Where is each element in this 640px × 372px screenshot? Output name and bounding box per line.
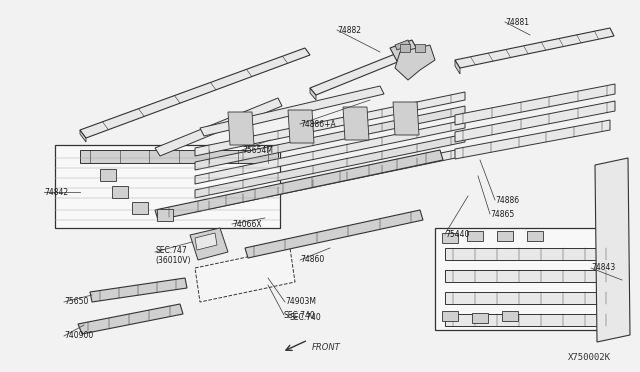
Text: 74881: 74881 — [505, 17, 529, 26]
Polygon shape — [527, 231, 543, 241]
Text: 74066X: 74066X — [232, 219, 262, 228]
Polygon shape — [395, 45, 435, 80]
Polygon shape — [442, 233, 458, 243]
Polygon shape — [132, 202, 148, 214]
Text: 74843: 74843 — [591, 263, 615, 273]
Polygon shape — [55, 145, 280, 228]
Polygon shape — [155, 150, 443, 220]
Polygon shape — [502, 311, 518, 321]
Polygon shape — [395, 40, 410, 50]
Text: 74882: 74882 — [337, 26, 361, 35]
Polygon shape — [200, 86, 384, 136]
Polygon shape — [455, 120, 610, 159]
Text: X750002K: X750002K — [568, 353, 611, 362]
Text: 75650: 75650 — [64, 298, 88, 307]
Text: SEC.740: SEC.740 — [290, 314, 322, 323]
Polygon shape — [195, 106, 465, 170]
Text: 740900: 740900 — [64, 331, 93, 340]
Polygon shape — [343, 107, 369, 140]
Text: 74886+A: 74886+A — [300, 119, 336, 128]
Polygon shape — [195, 134, 465, 198]
Polygon shape — [442, 311, 458, 321]
Polygon shape — [195, 120, 465, 184]
Text: FRONT: FRONT — [312, 343, 340, 352]
Polygon shape — [80, 48, 310, 138]
Polygon shape — [310, 52, 405, 95]
Polygon shape — [195, 148, 465, 212]
Polygon shape — [445, 314, 615, 326]
Text: 74842: 74842 — [44, 187, 68, 196]
Polygon shape — [455, 60, 460, 74]
Text: SEC.747: SEC.747 — [155, 246, 187, 254]
Text: 75654M: 75654M — [242, 145, 273, 154]
Polygon shape — [157, 209, 173, 221]
Polygon shape — [390, 40, 420, 63]
Polygon shape — [400, 44, 410, 52]
Text: 74865: 74865 — [490, 209, 515, 218]
Polygon shape — [595, 158, 630, 342]
Polygon shape — [393, 102, 419, 135]
Polygon shape — [288, 110, 314, 143]
Polygon shape — [445, 292, 615, 304]
Polygon shape — [90, 278, 187, 302]
Polygon shape — [415, 44, 425, 52]
Polygon shape — [245, 210, 423, 258]
Polygon shape — [155, 98, 282, 156]
Text: SEC.740: SEC.740 — [284, 311, 316, 320]
Polygon shape — [472, 313, 488, 323]
Polygon shape — [195, 248, 295, 302]
Text: 74886: 74886 — [495, 196, 519, 205]
Polygon shape — [497, 231, 513, 241]
Text: 74903M: 74903M — [285, 298, 316, 307]
Text: 75440: 75440 — [445, 230, 469, 238]
Polygon shape — [195, 233, 217, 250]
Polygon shape — [467, 231, 483, 241]
Polygon shape — [100, 169, 116, 181]
Polygon shape — [455, 101, 615, 142]
Polygon shape — [310, 88, 316, 100]
Polygon shape — [445, 270, 615, 282]
Text: 74860: 74860 — [300, 256, 324, 264]
Polygon shape — [228, 112, 254, 145]
Polygon shape — [455, 28, 614, 68]
Polygon shape — [435, 228, 622, 330]
Text: (36010V): (36010V) — [155, 256, 191, 264]
Polygon shape — [455, 84, 615, 125]
Polygon shape — [80, 150, 278, 163]
Polygon shape — [445, 248, 615, 260]
Polygon shape — [195, 92, 465, 156]
Polygon shape — [78, 304, 183, 334]
Polygon shape — [112, 186, 128, 198]
Polygon shape — [190, 228, 228, 260]
Polygon shape — [80, 130, 86, 142]
